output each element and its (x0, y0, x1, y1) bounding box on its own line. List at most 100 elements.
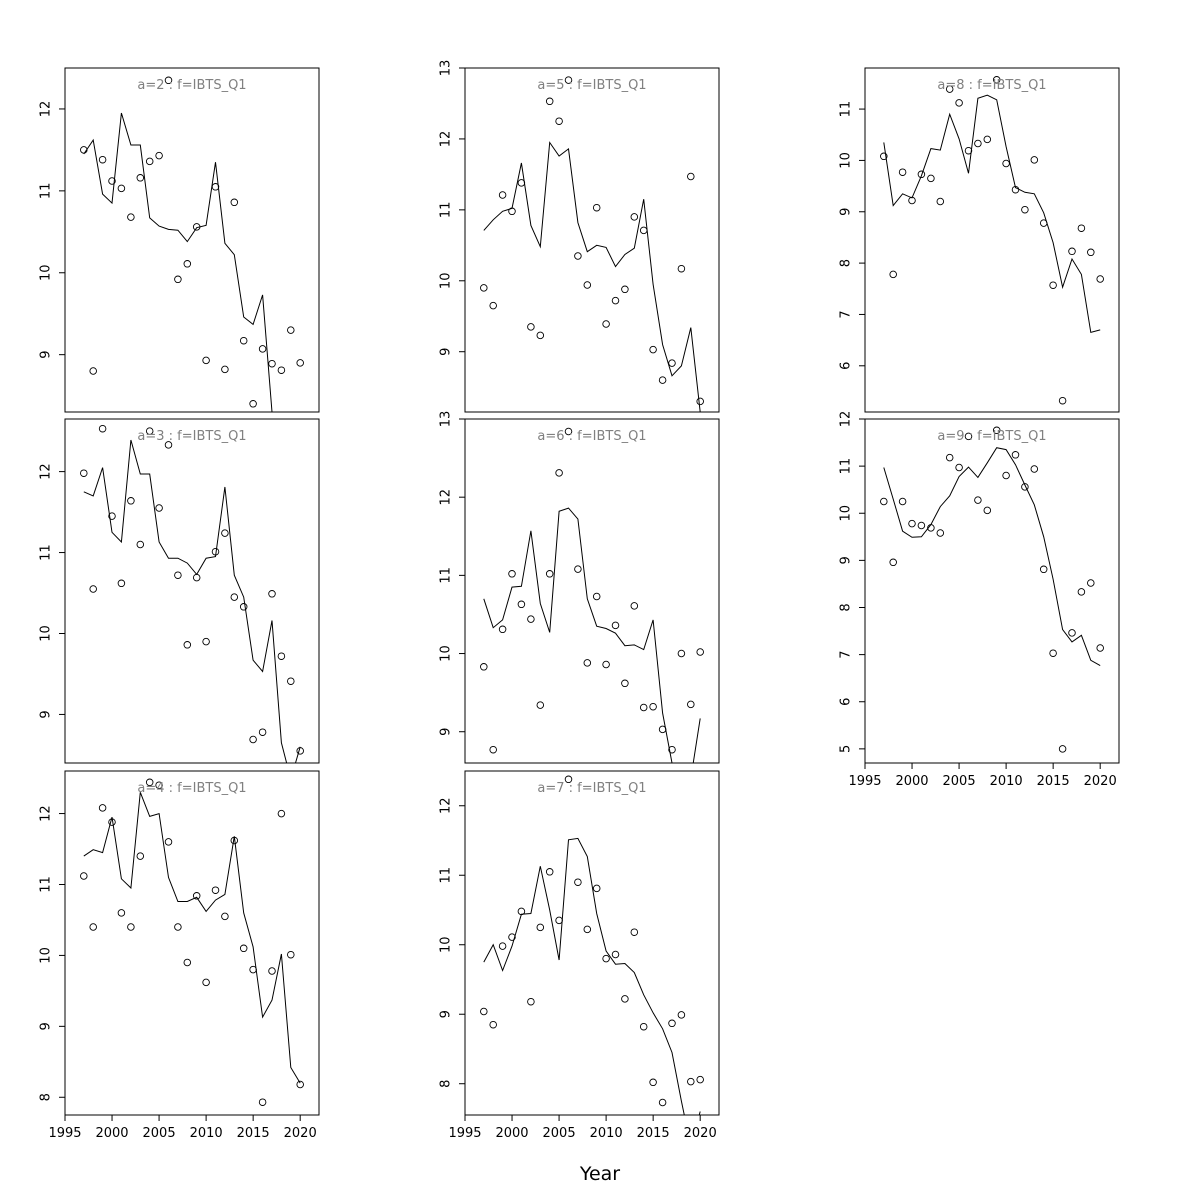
y-tick-label: 12 (39, 463, 54, 480)
data-point (1058, 396, 1067, 405)
panel-title: a=8 : f=IBTS_Q1 (937, 78, 1046, 93)
data-point (80, 872, 88, 880)
data-point (498, 625, 507, 634)
data-point (145, 157, 154, 166)
fitted-line (483, 837, 701, 1115)
data-point (602, 660, 610, 669)
data-point (1087, 579, 1095, 587)
y-tick-label: 8 (839, 259, 854, 267)
plot-area (80, 424, 304, 763)
data-point (592, 592, 601, 601)
data-point (696, 397, 704, 406)
plot-area (80, 778, 304, 1106)
data-point (1002, 471, 1010, 480)
data-point (687, 1077, 695, 1086)
data-point (668, 1019, 676, 1028)
panels: a=2 : f=IBTS_Q1 9 10 11 12 a=3 : f=IBTS_Q1 9 10… (39, 60, 1120, 1141)
plot-area (880, 76, 1104, 405)
y-tick-label: 13 (439, 60, 454, 77)
data-point (258, 345, 267, 353)
data-point (517, 600, 526, 609)
data-point (489, 301, 497, 310)
data-point (98, 424, 107, 433)
data-point (668, 745, 676, 754)
panel-frame (864, 418, 1120, 764)
panel: a=2 : f=IBTS_Q1 9 10 11 12 (39, 67, 320, 413)
data-point (1058, 745, 1067, 753)
data-point (964, 432, 973, 441)
data-point (639, 703, 648, 712)
data-point (1049, 281, 1057, 289)
data-point (480, 663, 488, 671)
data-point (480, 284, 488, 292)
data-point (287, 677, 295, 685)
data-point (545, 570, 554, 578)
fitted-line (883, 447, 1101, 666)
y-tick-label: 9 (39, 1022, 54, 1030)
data-point (983, 506, 992, 515)
x-tick-label: 2020 (1084, 774, 1117, 789)
panel-title: a=3 : f=IBTS_Q1 (137, 429, 246, 444)
data-point (687, 700, 695, 709)
data-point (89, 585, 97, 593)
x-tick-label: 2005 (143, 1126, 176, 1141)
data-point (564, 775, 573, 784)
data-point (880, 152, 888, 161)
data-point (1049, 649, 1057, 657)
data-point (164, 76, 173, 85)
data-point (1068, 629, 1076, 637)
data-point (1030, 465, 1039, 473)
data-point (117, 184, 126, 193)
data-point (108, 512, 116, 520)
x-tick-label: 2010 (190, 1126, 223, 1141)
data-point (127, 213, 135, 221)
panel-frame (64, 67, 320, 413)
panel: a=9 : f=IBTS_Q1 5 6 7 8 9 10 11 12 1995 2000 2005 20… (839, 411, 1120, 789)
data-point (936, 197, 945, 206)
data-point (898, 497, 907, 506)
fitted-line (83, 112, 301, 412)
panel: a=3 : f=IBTS_Q1 9 10 11 12 (39, 418, 320, 764)
data-point (1002, 159, 1010, 168)
data-point (183, 958, 192, 967)
data-point (1021, 483, 1029, 491)
y-tick-label: 7 (839, 310, 854, 318)
panel-frame (64, 418, 320, 764)
y-tick-label: 9 (39, 351, 54, 359)
y-tick-label: 10 (439, 936, 454, 953)
data-point (1068, 247, 1076, 256)
data-point (621, 285, 629, 294)
data-point (696, 648, 704, 656)
y-tick-label: 12 (39, 805, 54, 822)
data-point (98, 804, 107, 812)
data-point (221, 529, 229, 537)
data-point (1021, 205, 1029, 214)
data-point (583, 281, 592, 289)
data-point (583, 925, 592, 934)
x-tick-label: 2015 (237, 1126, 270, 1141)
data-point (202, 637, 210, 646)
data-point (258, 728, 267, 736)
y-tick-label: 9 (439, 1010, 454, 1018)
data-point (621, 995, 629, 1003)
data-point (164, 441, 173, 449)
data-point (1011, 451, 1020, 459)
data-point (80, 469, 88, 477)
y-tick-label: 7 (839, 650, 854, 658)
data-point (277, 809, 286, 818)
x-tick-label: 2000 (495, 1126, 528, 1141)
data-point (489, 1020, 497, 1029)
y-tick-label: 12 (439, 489, 454, 506)
data-point (592, 203, 601, 212)
x-tick-label: 2015 (1037, 774, 1070, 789)
data-point (136, 852, 145, 860)
y-tick-label: 11 (439, 567, 454, 584)
y-tick-label: 10 (439, 273, 454, 290)
panel-frame (864, 67, 1120, 413)
x-tick-label: 2005 (943, 774, 976, 789)
y-tick-label: 11 (39, 876, 54, 893)
y-tick-label: 9 (439, 348, 454, 356)
y-tick-label: 10 (39, 947, 54, 964)
data-point (611, 296, 620, 305)
data-point (98, 155, 107, 164)
